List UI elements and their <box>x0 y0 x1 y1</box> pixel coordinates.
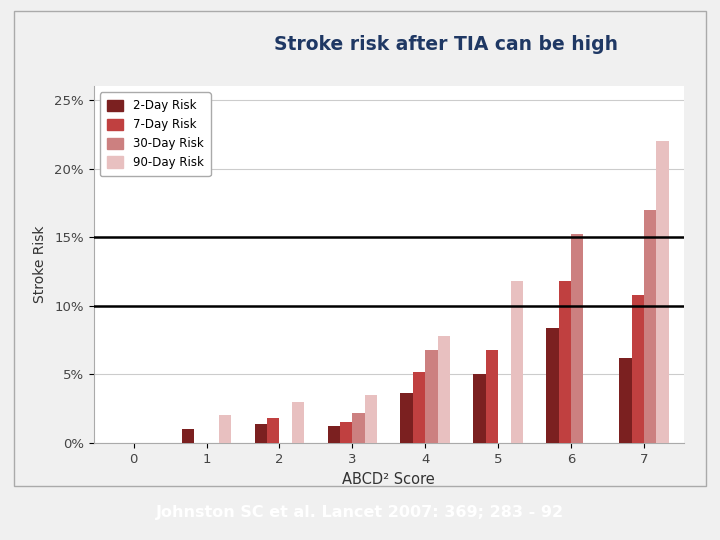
Bar <box>267 418 279 443</box>
Bar <box>400 394 413 443</box>
Bar <box>644 210 657 443</box>
Bar <box>328 427 340 443</box>
Bar <box>510 281 523 443</box>
Bar <box>486 349 498 443</box>
Bar <box>546 328 559 443</box>
Bar <box>352 413 365 443</box>
Legend: 2-Day Risk, 7-Day Risk, 30-Day Risk, 90-Day Risk: 2-Day Risk, 7-Day Risk, 30-Day Risk, 90-… <box>99 92 210 176</box>
Bar <box>340 422 352 443</box>
Text: Johnston SC et al. Lancet 2007: 369; 283 - 92: Johnston SC et al. Lancet 2007: 369; 283… <box>156 505 564 521</box>
Bar <box>631 295 644 443</box>
Bar <box>426 349 438 443</box>
Text: Stroke risk after TIA can be high: Stroke risk after TIA can be high <box>274 35 618 54</box>
Bar <box>365 395 377 443</box>
X-axis label: ABCD² Score: ABCD² Score <box>343 472 435 488</box>
Bar <box>559 281 571 443</box>
Bar <box>413 372 426 443</box>
Bar <box>438 336 450 443</box>
Bar <box>571 234 583 443</box>
Bar <box>219 415 231 443</box>
Bar <box>181 429 194 443</box>
Y-axis label: Stroke Risk: Stroke Risk <box>33 226 48 303</box>
Bar <box>255 423 267 443</box>
Bar <box>657 141 669 443</box>
Bar <box>473 374 486 443</box>
Bar <box>619 358 631 443</box>
Bar <box>292 402 305 443</box>
